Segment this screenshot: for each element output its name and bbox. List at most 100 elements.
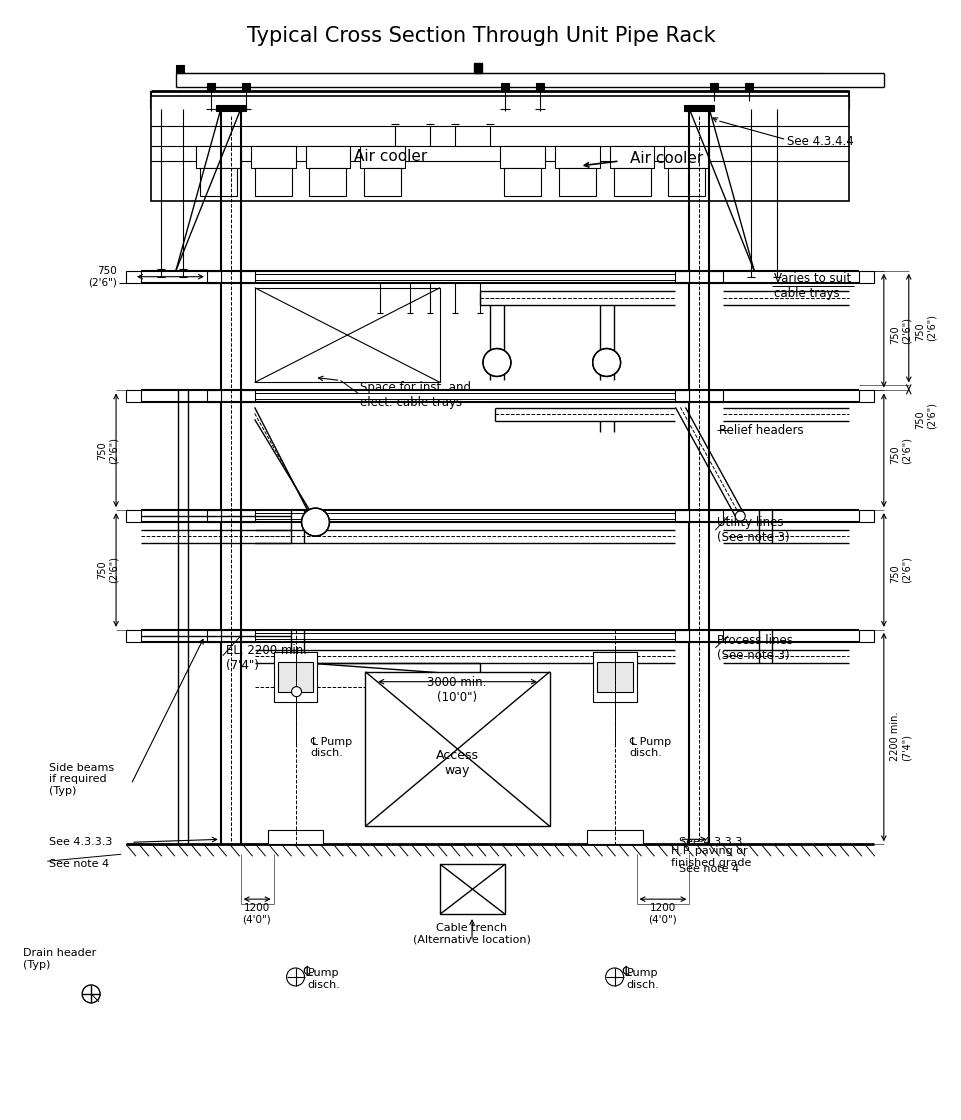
Bar — [501, 83, 508, 91]
Bar — [241, 83, 250, 91]
Bar — [858, 391, 873, 402]
Text: Typical Cross Section Through Unit Pipe Rack: Typical Cross Section Through Unit Pipe … — [246, 26, 715, 46]
Text: See note 4: See note 4 — [49, 859, 110, 869]
Text: ℄: ℄ — [304, 965, 312, 979]
Bar — [474, 63, 481, 73]
Text: ℄ Pump
disch.: ℄ Pump disch. — [628, 737, 671, 758]
Bar — [240, 629, 255, 642]
Bar — [500, 146, 544, 168]
Bar — [858, 271, 873, 282]
Text: EL. 2200 min.
(7'4"): EL. 2200 min. (7'4") — [226, 644, 307, 672]
Bar — [708, 391, 723, 402]
Text: 750
(2'6"): 750 (2'6") — [889, 557, 910, 584]
Bar — [558, 168, 595, 196]
Bar — [675, 629, 689, 642]
Text: H.P. paving or
finished grade: H.P. paving or finished grade — [671, 847, 752, 868]
Bar — [668, 168, 704, 196]
Bar — [215, 105, 245, 111]
Bar — [708, 510, 723, 522]
Bar — [596, 662, 632, 692]
Text: 2200 min.
(7'4"): 2200 min. (7'4") — [889, 712, 910, 762]
Bar — [126, 629, 141, 642]
Bar — [675, 391, 689, 402]
Bar — [554, 146, 599, 168]
Text: Pump
disch.: Pump disch. — [626, 968, 659, 990]
Bar — [207, 391, 220, 402]
Bar — [200, 168, 236, 196]
Bar — [240, 391, 255, 402]
Bar — [708, 271, 723, 282]
Text: Varies to suit
cable trays: Varies to suit cable trays — [774, 272, 850, 300]
Text: Access
way: Access way — [435, 749, 478, 777]
Bar — [151, 96, 848, 200]
Bar — [207, 83, 214, 91]
Text: ℄ Pump
disch.: ℄ Pump disch. — [310, 737, 353, 758]
Text: Drain header
(Typ): Drain header (Typ) — [23, 949, 96, 970]
Bar — [745, 83, 752, 91]
Circle shape — [734, 511, 745, 521]
Bar — [126, 510, 141, 522]
Bar — [196, 146, 240, 168]
Bar — [306, 146, 350, 168]
Text: 750
(2'6"): 750 (2'6") — [889, 437, 910, 464]
Bar — [278, 662, 313, 692]
Bar — [240, 510, 255, 522]
Text: See 4.3.3.3: See 4.3.3.3 — [678, 838, 742, 848]
Circle shape — [301, 508, 329, 536]
Text: Pump
disch.: Pump disch. — [308, 968, 340, 990]
Bar — [360, 146, 405, 168]
Text: Process lines
(See note 3): Process lines (See note 3) — [717, 634, 793, 662]
Bar — [240, 271, 255, 282]
Text: See 4.3.3.3: See 4.3.3.3 — [49, 838, 112, 848]
Bar — [255, 168, 291, 196]
Bar — [207, 510, 220, 522]
Bar — [309, 168, 346, 196]
Text: Space for inst. and
elect. cable trays: Space for inst. and elect. cable trays — [360, 382, 471, 410]
Text: 750
(2'6"): 750 (2'6") — [97, 557, 119, 584]
Text: 750
(2'6"): 750 (2'6") — [914, 314, 935, 342]
Bar — [613, 168, 650, 196]
Text: 750
(2'6"): 750 (2'6") — [889, 317, 910, 344]
Text: Side beams
if required
(Typ): Side beams if required (Typ) — [49, 763, 114, 796]
Bar — [365, 672, 550, 827]
Circle shape — [592, 348, 620, 376]
Text: 750
(2'6"): 750 (2'6") — [88, 265, 117, 288]
Circle shape — [291, 687, 301, 697]
Text: 3000 min.
(10'0"): 3000 min. (10'0") — [427, 675, 486, 703]
Bar — [709, 83, 718, 91]
Bar — [273, 652, 317, 701]
Text: 750
(2'6"): 750 (2'6") — [914, 402, 935, 429]
Text: Air cooler: Air cooler — [628, 151, 702, 167]
Bar — [664, 146, 708, 168]
Bar — [675, 271, 689, 282]
Bar — [504, 168, 540, 196]
Text: 1200
(4'0"): 1200 (4'0") — [648, 904, 677, 925]
Bar — [251, 146, 295, 168]
Text: See note 4: See note 4 — [678, 865, 739, 875]
Bar — [858, 629, 873, 642]
Text: Cable trench
(Alternative location): Cable trench (Alternative location) — [412, 923, 530, 945]
Bar — [255, 288, 440, 382]
Bar — [126, 271, 141, 282]
Bar — [535, 83, 543, 91]
Text: Air cooler: Air cooler — [354, 149, 427, 164]
Circle shape — [482, 348, 510, 376]
Bar — [609, 146, 653, 168]
Text: See 4.3.4.4: See 4.3.4.4 — [786, 134, 853, 148]
Bar — [858, 510, 873, 522]
Bar — [586, 830, 642, 844]
Text: Relief headers: Relief headers — [719, 423, 803, 437]
Bar — [592, 652, 636, 701]
Bar — [683, 105, 714, 111]
Bar — [126, 391, 141, 402]
Text: 750
(2'6"): 750 (2'6") — [97, 437, 119, 464]
Bar — [207, 271, 220, 282]
Bar — [675, 510, 689, 522]
Bar — [176, 65, 184, 73]
Text: Utility lines
(See note 3): Utility lines (See note 3) — [717, 516, 789, 544]
Bar — [364, 168, 401, 196]
Bar — [267, 830, 323, 844]
Text: ℄: ℄ — [622, 965, 630, 979]
Text: 1200
(4'0"): 1200 (4'0") — [242, 904, 271, 925]
Bar — [207, 629, 220, 642]
